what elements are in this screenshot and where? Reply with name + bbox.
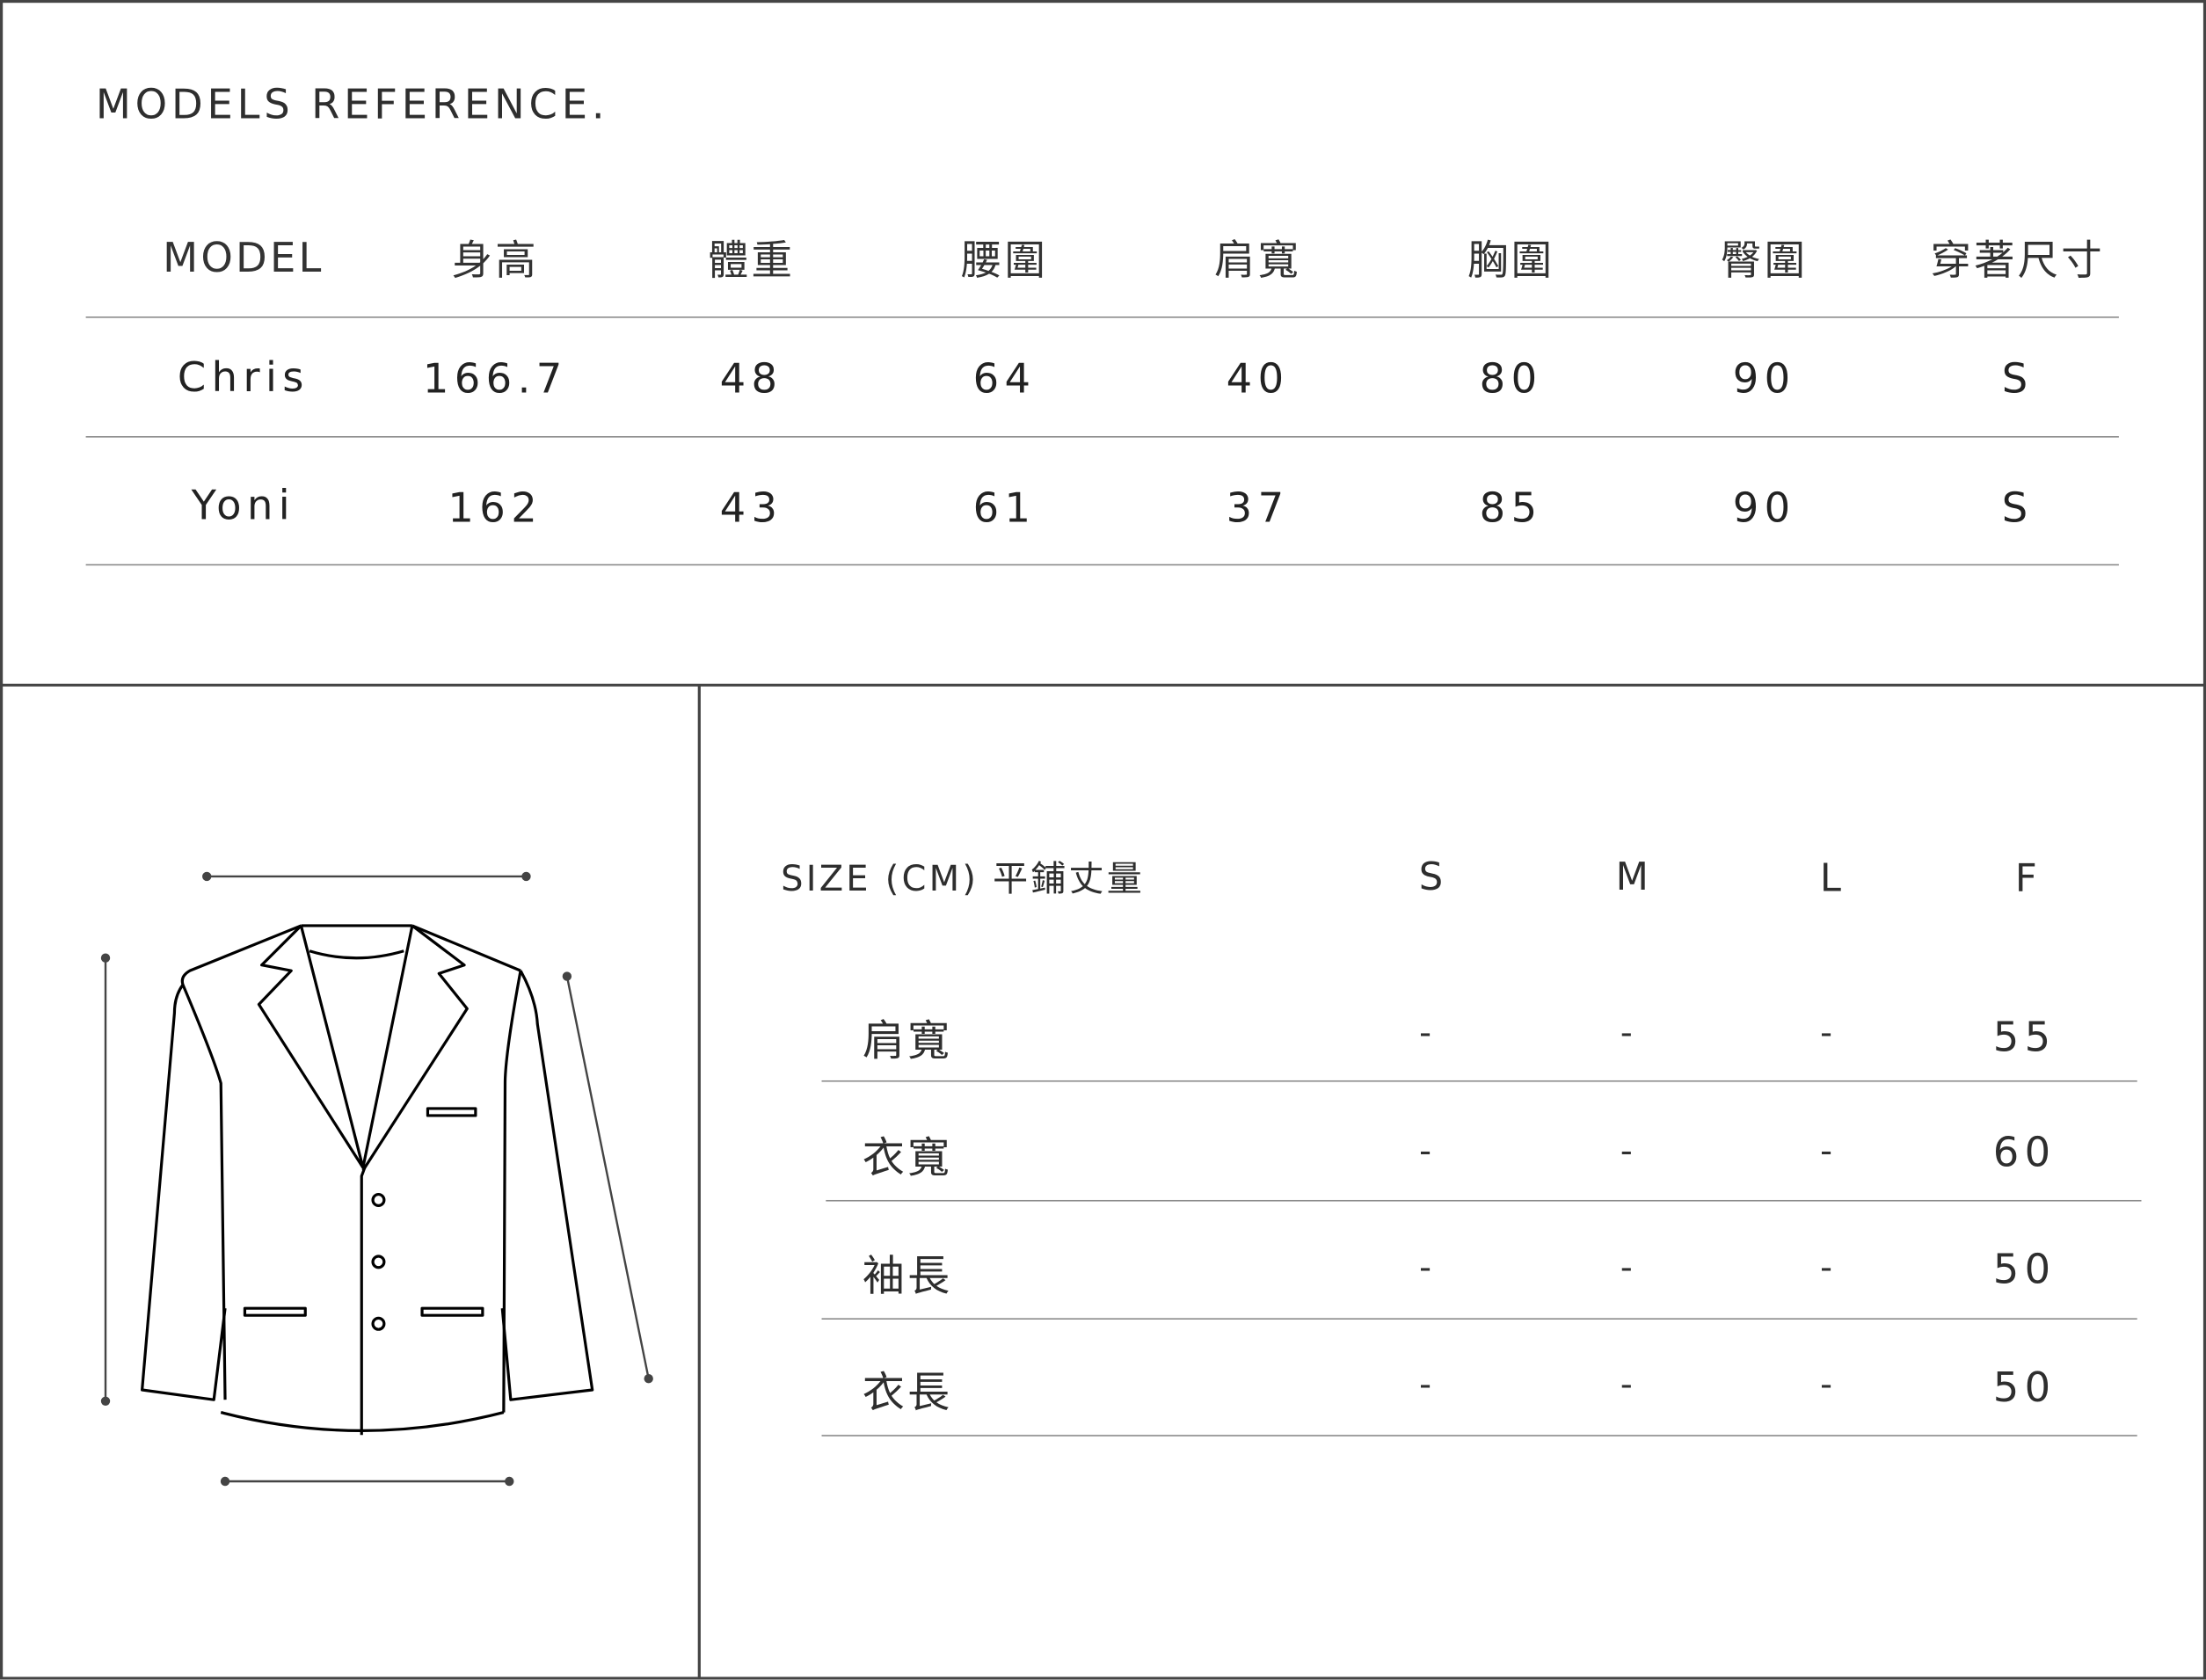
measurement-lines [100,871,653,1487]
header-shoulder: 肩寬 [1213,236,1302,285]
divider [85,316,2119,318]
value-l: - [1820,1131,1832,1171]
value-l: - [1820,1247,1832,1288]
value-l: - [1820,1364,1832,1404]
cell-shoulder: 37 [1226,484,1290,532]
divider [821,1435,2137,1436]
size-chart-title: SIZE (CM) 平鋪丈量 [781,858,1145,899]
divider [826,1199,2142,1202]
cell-hip: 90 [1732,484,1796,532]
cell-hip: 90 [1732,354,1796,403]
models-reference-title: MODELS REFERENCE. [95,80,609,128]
cell-weight: 48 [719,354,783,403]
header-model: MODEL [163,233,324,282]
row-label: 肩寬 [862,1016,953,1066]
value-m: - [1620,1131,1633,1171]
cell-height: 166.7 [422,354,568,403]
cell-size: S [2001,354,2034,403]
cell-model: Yoni [191,481,296,529]
cell-chest: 85 [1479,484,1543,532]
header-size-worn: 穿著尺寸 [1930,236,2105,285]
value-s: - [1419,1013,1431,1052]
header-height: 身高 [451,236,539,285]
header-weight: 體重 [707,236,796,285]
row-label: 袖長 [862,1252,953,1302]
divider [85,436,2119,438]
value-m: - [1620,1247,1633,1288]
value-s: - [1419,1364,1431,1404]
header-hip: 臀圍 [1721,236,1809,285]
divider [821,1318,2137,1320]
divider [85,564,2119,566]
value-f: 50 [1992,1245,2057,1293]
cell-shoulder: 40 [1226,354,1290,403]
cell-waist: 61 [972,484,1037,532]
size-header-s: S [1418,855,1444,900]
value-m: - [1620,1013,1633,1052]
blazer-icon [141,924,594,1436]
size-header-f: F [2014,857,2037,901]
header-chest: 胸圍 [1467,236,1555,285]
value-m: - [1620,1364,1633,1404]
divider [821,1080,2137,1082]
row-label: 衣寬 [862,1133,953,1183]
cell-model: Chris [177,353,309,402]
value-s: - [1419,1131,1431,1171]
row-label: 衣長 [862,1368,953,1419]
cell-size: S [2001,484,2034,532]
value-l: - [1820,1013,1832,1052]
value-f: 50 [1992,1363,2057,1412]
cell-weight: 43 [719,484,783,532]
size-header-l: L [1819,857,1841,901]
value-s: - [1419,1247,1431,1288]
cell-chest: 80 [1479,354,1543,403]
header-waist: 腰圍 [960,236,1049,285]
value-f: 60 [1992,1128,2057,1176]
cell-height: 162 [448,484,543,532]
cell-waist: 64 [972,354,1037,403]
value-f: 55 [1992,1013,2057,1061]
size-header-m: M [1615,855,1649,900]
